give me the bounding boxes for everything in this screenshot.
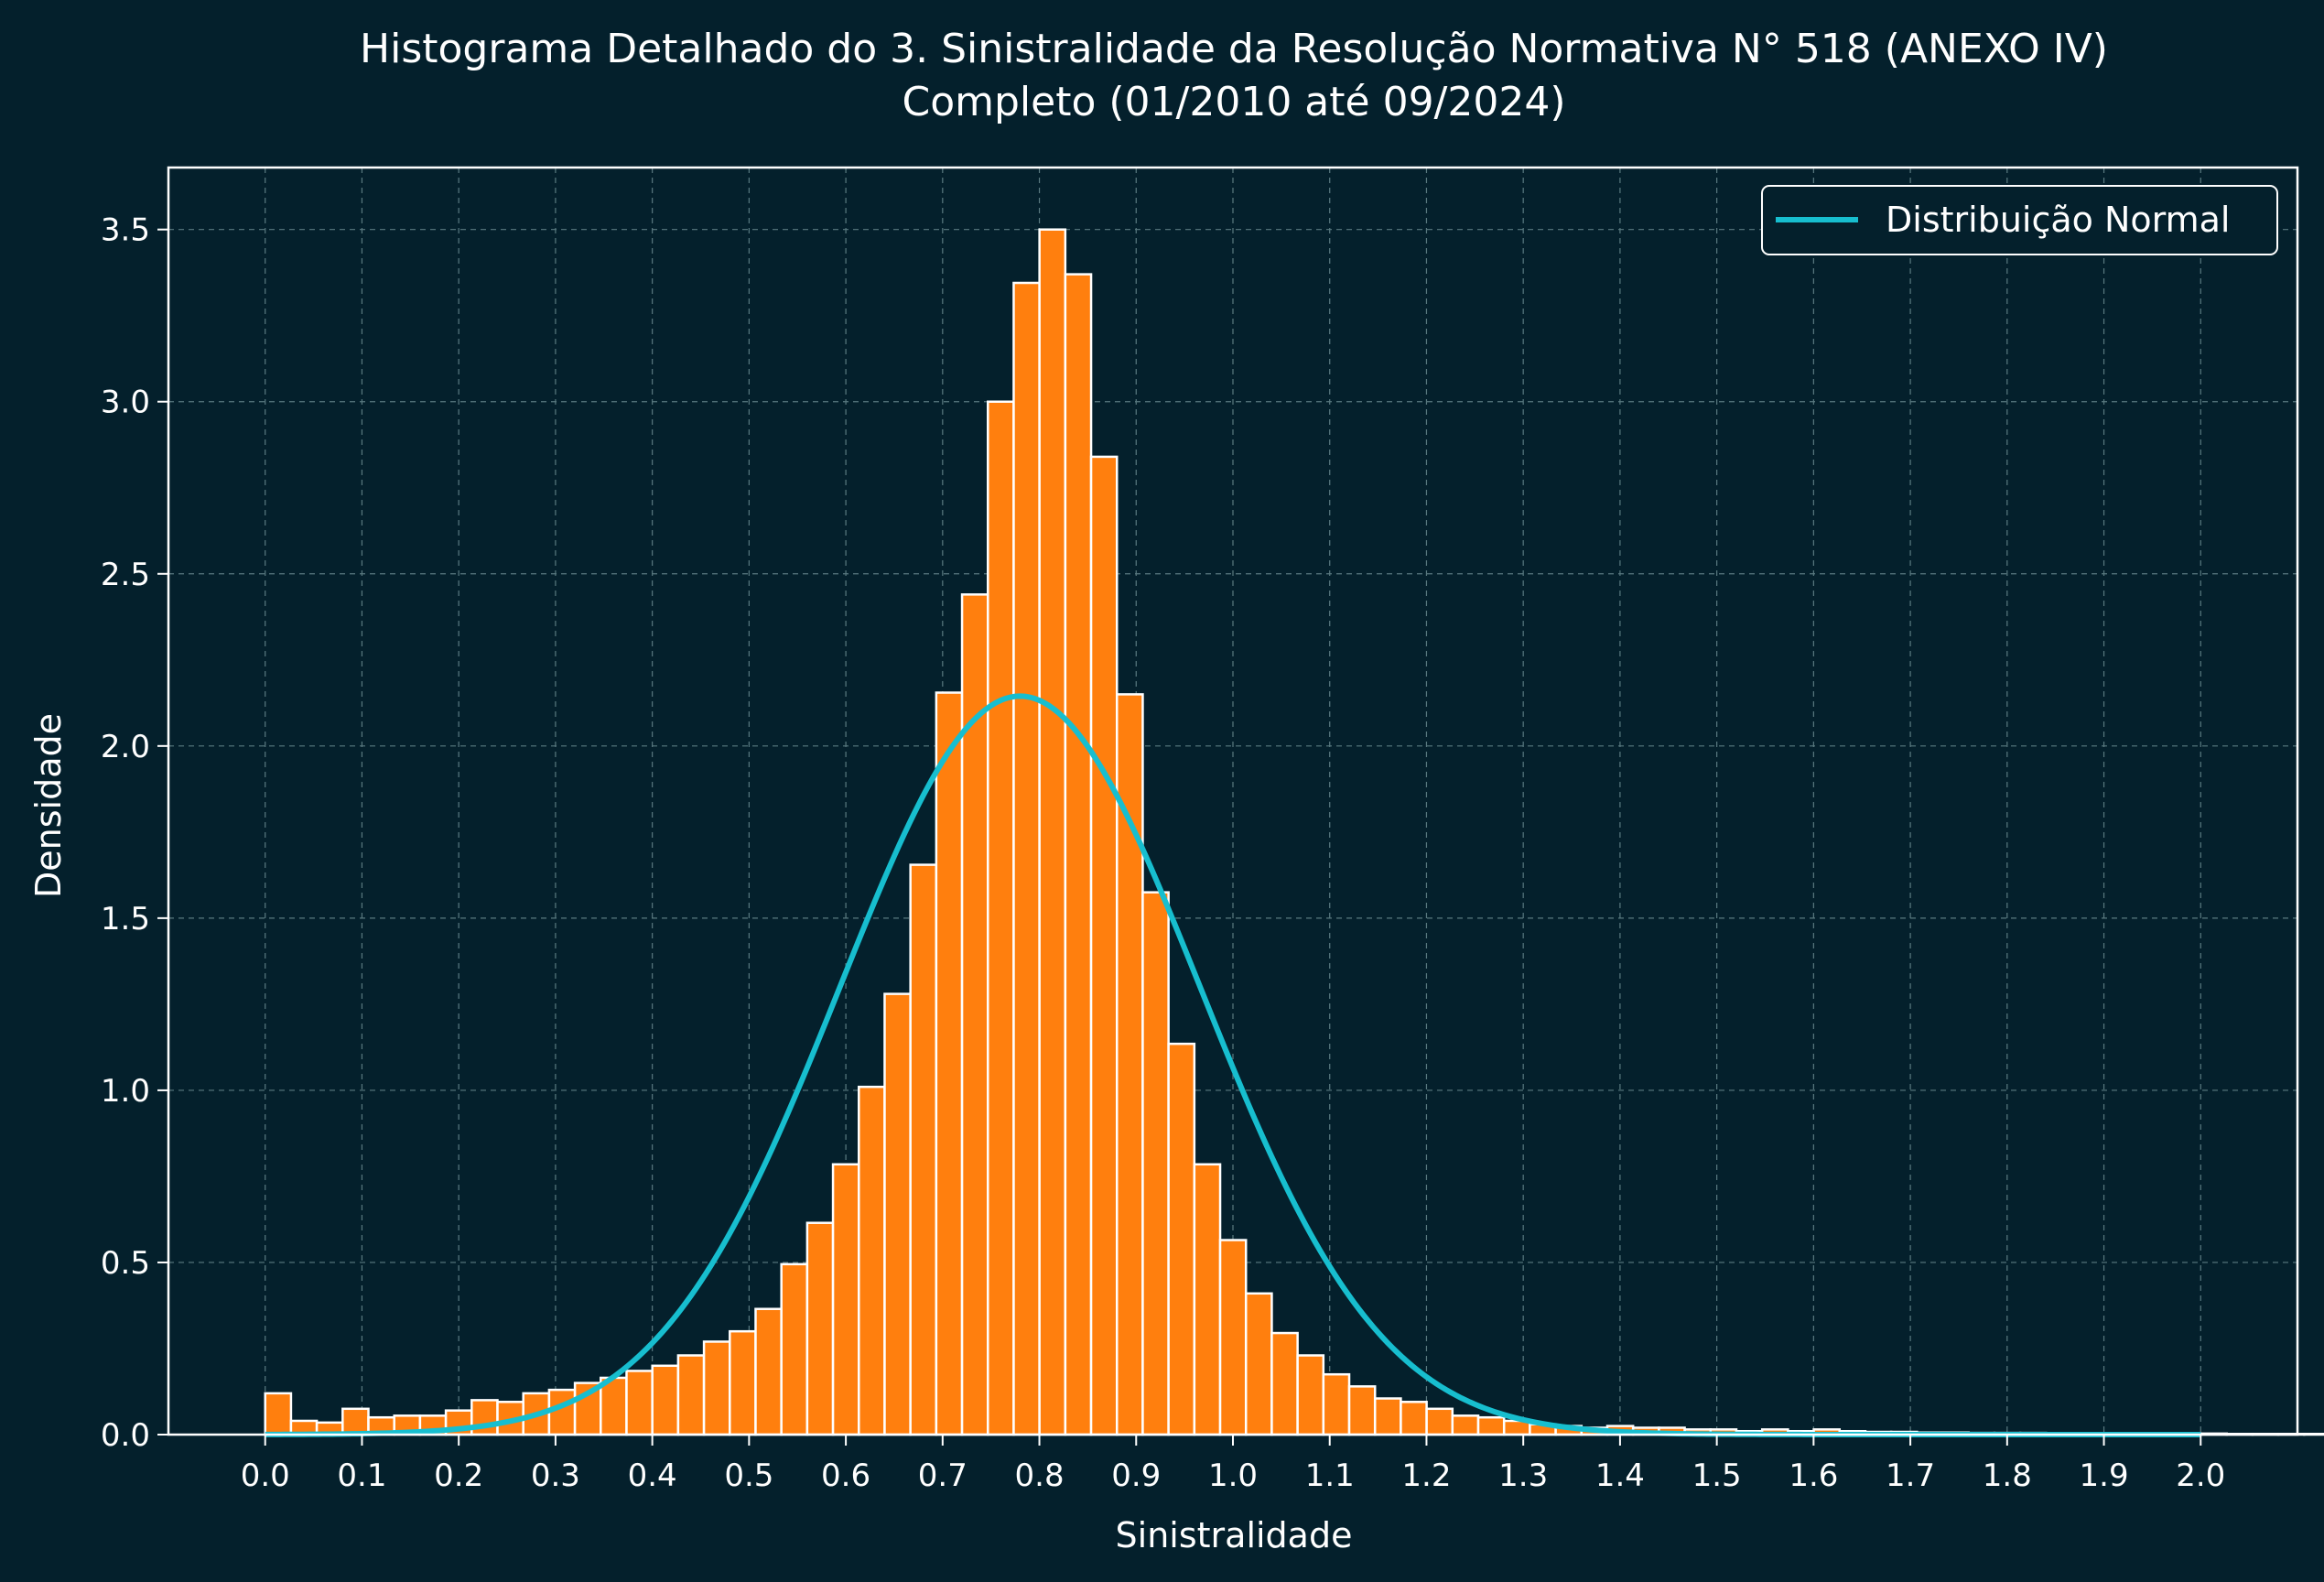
histogram-bar	[1089, 455, 1119, 1436]
plot-frame	[167, 166, 2299, 1436]
histogram-bar	[1064, 273, 1093, 1436]
histogram-bar	[1296, 1354, 1325, 1436]
histogram-bar	[676, 1354, 706, 1436]
histogram-bar	[1425, 1407, 1454, 1436]
y-axis-label: Densidade	[28, 713, 69, 898]
histogram-bar	[1038, 228, 1067, 1436]
x-tick-label: 1.1	[1305, 1457, 1355, 1494]
x-axis-label: Sinistralidade	[1116, 1515, 1353, 1555]
y-tick-label: 3.0	[101, 385, 150, 421]
axes: 0.0 0.1 0.2 0.3 0.4 0.5 0.6 0.7 0.8 0.9 1.0 1.1 1.2 1…	[101, 166, 2299, 1494]
legend-box	[1761, 185, 2278, 255]
histogram-bar	[1270, 1331, 1299, 1436]
histogram-bar	[547, 1388, 577, 1436]
histogram-bar	[2303, 1432, 2324, 1436]
histogram-bar	[1012, 281, 1041, 1436]
histogram-bar	[1218, 1239, 1248, 1436]
histogram-bar	[1141, 891, 1170, 1436]
y-tick-label: 2.5	[101, 557, 150, 593]
x-tick-label: 1.8	[1983, 1457, 2032, 1494]
y-tick-label: 0.0	[101, 1417, 150, 1454]
histogram-bar	[1373, 1397, 1402, 1436]
x-tick-label: 0.9	[1111, 1457, 1161, 1494]
histogram-bar	[264, 1392, 293, 1436]
histogram-bar	[1244, 1292, 1273, 1436]
histogram-bar	[935, 691, 964, 1436]
histogram-bar	[831, 1163, 860, 1436]
histogram-bar	[1451, 1414, 1480, 1436]
chart-subtitle: Completo (01/2010 até 09/2024)	[902, 79, 1565, 125]
x-tick-label: 1.3	[1498, 1457, 1548, 1494]
histogram-bar	[1322, 1372, 1351, 1436]
y-tick-label: 2.0	[101, 729, 150, 765]
legend-label: Distribuição Normal	[1886, 200, 2230, 240]
x-tick-label: 0.3	[531, 1457, 580, 1494]
histogram-bar	[909, 863, 938, 1436]
histogram-bar	[1476, 1415, 1506, 1436]
chart-title: Histograma Detalhado do 3. Sinistralidad…	[360, 26, 2108, 72]
histogram-bar	[729, 1329, 757, 1436]
histogram-bar	[1347, 1385, 1377, 1436]
x-tick-label: 0.2	[434, 1457, 483, 1494]
histogram-bar	[625, 1370, 654, 1436]
histogram-bar	[702, 1340, 731, 1436]
x-tick-label: 2.0	[2176, 1457, 2225, 1494]
x-tick-label: 0.5	[724, 1457, 773, 1494]
y-tick-label: 1.5	[101, 901, 150, 937]
histogram-bar	[780, 1262, 809, 1436]
x-tick-label: 1.6	[1789, 1457, 1838, 1494]
y-tick-label: 1.0	[101, 1073, 150, 1110]
x-tick-label: 1.4	[1595, 1457, 1645, 1494]
x-tick-label: 0.4	[628, 1457, 677, 1494]
histogram-bar	[341, 1407, 370, 1436]
x-tick-label: 0.7	[918, 1457, 967, 1494]
x-tick-label: 1.9	[2080, 1457, 2129, 1494]
x-tick-label: 0.0	[241, 1457, 290, 1494]
x-tick-label: 0.8	[1015, 1457, 1065, 1494]
histogram-bar	[1400, 1401, 1428, 1436]
x-tick-label: 1.7	[1886, 1457, 1935, 1494]
histogram-bar	[883, 992, 912, 1436]
y-tick-label: 3.5	[101, 212, 150, 249]
histogram-bar	[1167, 1042, 1196, 1436]
histogram-bar	[651, 1364, 680, 1436]
histogram-bar	[858, 1085, 886, 1436]
histogram-bar	[805, 1221, 835, 1436]
x-tick-label: 0.6	[821, 1457, 870, 1494]
histogram-bars	[264, 228, 2324, 1436]
x-tick-label: 1.2	[1401, 1457, 1451, 1494]
histogram-bar	[754, 1307, 783, 1436]
x-tick-label: 1.0	[1208, 1457, 1258, 1494]
histogram-bar	[1193, 1163, 1222, 1436]
x-tick-label: 0.1	[337, 1457, 386, 1494]
legend: Distribuição Normal	[1761, 185, 2278, 255]
x-tick-label: 1.5	[1692, 1457, 1742, 1494]
y-tick-label: 0.5	[101, 1245, 150, 1282]
histogram-bar	[987, 400, 1015, 1436]
